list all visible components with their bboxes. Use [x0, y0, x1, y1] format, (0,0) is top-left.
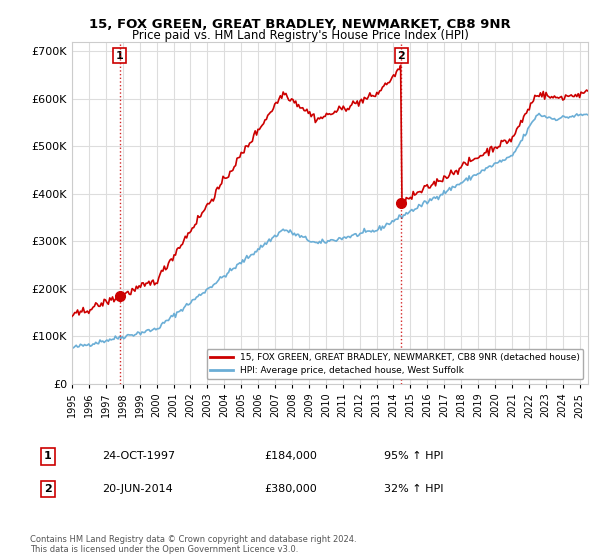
Text: 1: 1	[116, 50, 124, 60]
Text: This data is licensed under the Open Government Licence v3.0.: This data is licensed under the Open Gov…	[30, 545, 298, 554]
Text: 2: 2	[44, 484, 52, 494]
Text: 1: 1	[44, 451, 52, 461]
Text: £184,000: £184,000	[264, 451, 317, 461]
Text: 95% ↑ HPI: 95% ↑ HPI	[384, 451, 443, 461]
Text: 15, FOX GREEN, GREAT BRADLEY, NEWMARKET, CB8 9NR: 15, FOX GREEN, GREAT BRADLEY, NEWMARKET,…	[89, 18, 511, 31]
Text: 24-OCT-1997: 24-OCT-1997	[102, 451, 175, 461]
Text: £380,000: £380,000	[264, 484, 317, 494]
Legend: 15, FOX GREEN, GREAT BRADLEY, NEWMARKET, CB8 9NR (detached house), HPI: Average : 15, FOX GREEN, GREAT BRADLEY, NEWMARKET,…	[206, 349, 583, 379]
Text: 32% ↑ HPI: 32% ↑ HPI	[384, 484, 443, 494]
Text: Contains HM Land Registry data © Crown copyright and database right 2024.: Contains HM Land Registry data © Crown c…	[30, 535, 356, 544]
Text: Price paid vs. HM Land Registry's House Price Index (HPI): Price paid vs. HM Land Registry's House …	[131, 29, 469, 42]
Text: 2: 2	[398, 50, 405, 60]
Text: 20-JUN-2014: 20-JUN-2014	[102, 484, 173, 494]
